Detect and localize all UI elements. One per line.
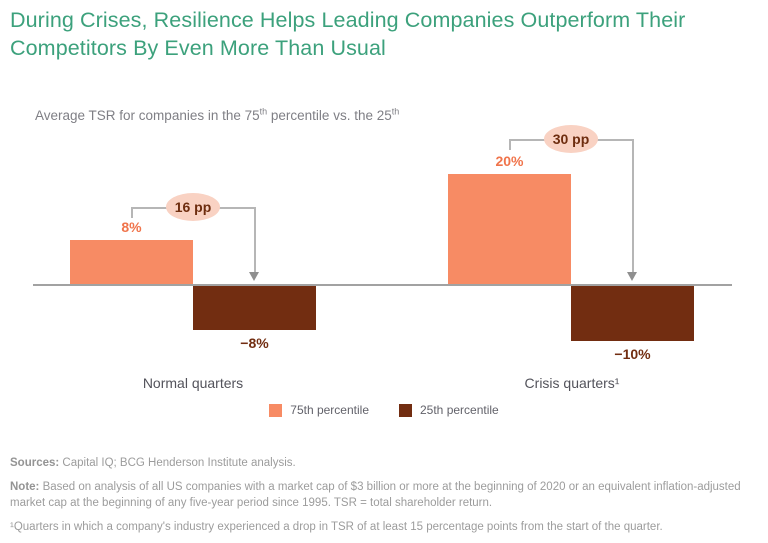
- chart-subtitle: Average TSR for companies in the 75th pe…: [35, 106, 635, 123]
- arrow-down-icon: [627, 272, 637, 281]
- x-axis-line: [33, 284, 732, 286]
- bar-chart: 8% −8% 16 pp Normal quarters 20% −10% 30…: [33, 125, 732, 391]
- legend-swatch-brown: [399, 403, 412, 417]
- footer-notes: Sources: Capital IQ; BCG Henderson Insti…: [10, 455, 742, 543]
- value-label-negative: −10%: [614, 346, 651, 362]
- legend-label: 25th percentile: [420, 403, 499, 417]
- note-line: Note: Based on analysis of all US compan…: [10, 479, 742, 511]
- gap-badge: 16 pp: [166, 193, 220, 221]
- category-label-normal-quarters: Normal quarters: [142, 375, 244, 391]
- legend-item-25th-percentile: 25th percentile: [399, 403, 499, 417]
- gap-bracket-tick: [131, 207, 133, 218]
- legend-swatch-orange: [269, 403, 283, 417]
- sources-label: Sources:: [10, 457, 60, 469]
- gap-bracket-drop-line: [632, 139, 634, 273]
- sources-line: Sources: Capital IQ; BCG Henderson Insti…: [10, 455, 742, 471]
- subtitle-text: Average TSR for companies in the 75: [35, 108, 260, 123]
- page-title: During Crises, Resilience Helps Leading …: [10, 8, 686, 61]
- chart-legend: 75th percentile 25th percentile: [0, 403, 768, 417]
- subtitle-text: percentile vs. the 25: [267, 108, 392, 123]
- bar-25th-percentile-crisis: [571, 286, 694, 341]
- value-label-positive: 8%: [121, 219, 142, 235]
- bar-75th-percentile-crisis: [448, 174, 571, 284]
- legend-label: 75th percentile: [290, 403, 369, 417]
- gap-bracket-tick: [509, 139, 511, 150]
- value-label-negative: −8%: [240, 335, 269, 351]
- footnote-line: ¹Quarters in which a company's industry …: [10, 521, 663, 534]
- subtitle-superscript: th: [391, 106, 400, 117]
- legend-item-75th-percentile: 75th percentile: [269, 403, 369, 417]
- value-label-positive: 20%: [495, 153, 524, 169]
- sources-text: Capital IQ; BCG Henderson Institute anal…: [59, 457, 296, 469]
- gap-bracket-drop-line: [254, 207, 256, 273]
- category-label-crisis-quarters: Crisis quarters¹: [524, 375, 620, 391]
- subtitle-superscript: th: [259, 106, 268, 117]
- bar-75th-percentile-normal: [70, 240, 193, 284]
- bar-25th-percentile-normal: [193, 286, 316, 330]
- arrow-down-icon: [249, 272, 259, 281]
- note-label: Note:: [10, 481, 40, 494]
- gap-badge: 30 pp: [544, 125, 598, 153]
- note-text: Based on analysis of all US companies wi…: [10, 481, 741, 510]
